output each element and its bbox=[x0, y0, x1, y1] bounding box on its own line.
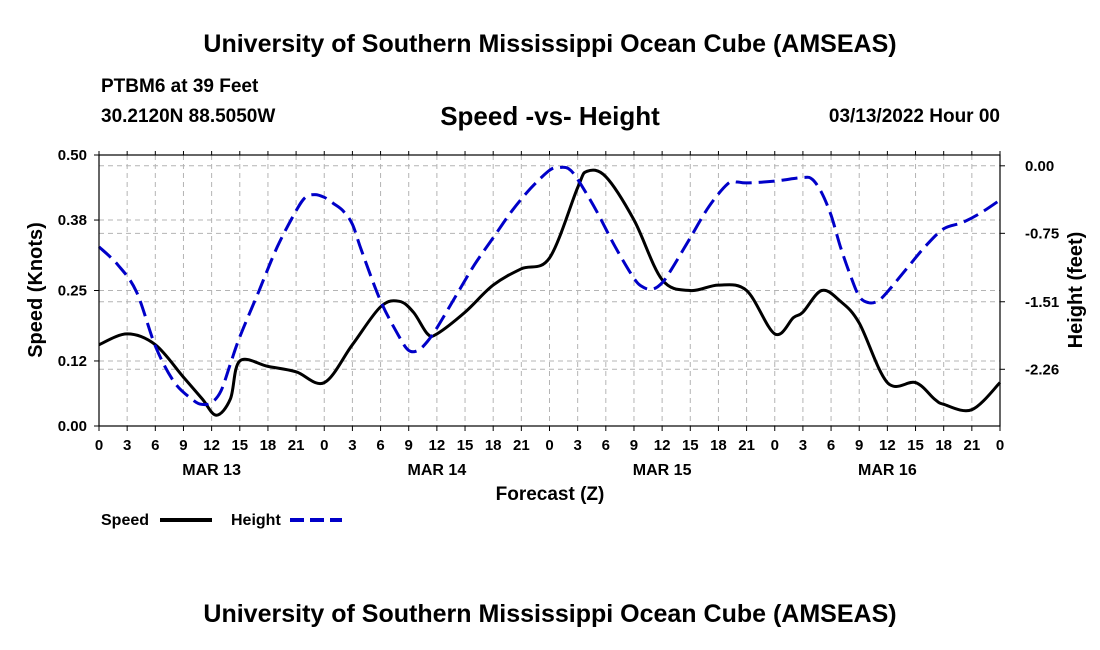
x-tick-label: 18 bbox=[260, 437, 277, 454]
x-tick-label: 6 bbox=[602, 437, 610, 454]
series-lines bbox=[97, 165, 1002, 417]
axes: 0 3 6 9 12 15 18 21 0 3 6 9 12 15 18 21 0 3 6 9 12 15 18 21 0 3 6 9… bbox=[58, 147, 1059, 479]
x-tick-label: 6 bbox=[827, 437, 835, 454]
chart-title: Speed -vs- Height bbox=[440, 101, 660, 131]
y-right-tick-label: -2.26 bbox=[1025, 361, 1059, 378]
y-left-tick-label: 0.50 bbox=[58, 147, 87, 164]
footer-title: University of Southern Mississippi Ocean… bbox=[203, 600, 897, 628]
x-tick-label: 3 bbox=[799, 437, 807, 454]
y-left-tick-label: 0.25 bbox=[58, 283, 87, 300]
main-title: University of Southern Mississippi Ocean… bbox=[203, 30, 897, 58]
x-tick-label: 15 bbox=[231, 437, 248, 454]
y-left-tick-label: 0.38 bbox=[58, 212, 87, 229]
x-tick-label: 18 bbox=[485, 437, 502, 454]
x-tick-label: 12 bbox=[879, 437, 896, 454]
x-date-label: MAR 13 bbox=[182, 462, 241, 479]
x-tick-label: 0 bbox=[95, 437, 103, 454]
x-axis-label: Forecast (Z) bbox=[496, 484, 605, 505]
x-date-label: MAR 14 bbox=[408, 462, 467, 479]
x-tick-label: 21 bbox=[288, 437, 305, 454]
x-tick-label: 21 bbox=[964, 437, 981, 454]
coordinates-label: 30.2120N 88.5050W bbox=[101, 106, 276, 127]
y-left-tick-label: 0.00 bbox=[58, 418, 87, 435]
x-tick-label: 9 bbox=[179, 437, 187, 454]
series-height-line bbox=[97, 165, 1001, 407]
x-tick-label: 0 bbox=[771, 437, 779, 454]
x-tick-label: 12 bbox=[654, 437, 671, 454]
y-right-tick-label: -0.75 bbox=[1025, 225, 1059, 242]
y-right-tick-label: 0.00 bbox=[1025, 158, 1054, 175]
x-tick-label: 3 bbox=[348, 437, 356, 454]
station-label: PTBM6 at 39 Feet bbox=[101, 76, 259, 97]
x-tick-label: 15 bbox=[457, 437, 474, 454]
x-tick-label: 6 bbox=[376, 437, 384, 454]
x-tick-label: 21 bbox=[738, 437, 755, 454]
y-axis-left-label: Speed (Knots) bbox=[25, 222, 47, 358]
x-tick-label: 9 bbox=[855, 437, 863, 454]
speed-height-chart: 0 3 6 9 12 15 18 21 0 3 6 9 12 15 18 21 0 3 6 9 12 15 18 21 0 3 6 9… bbox=[25, 147, 1087, 529]
legend-speed-label: Speed bbox=[101, 512, 149, 529]
x-tick-label: 15 bbox=[907, 437, 924, 454]
x-tick-label: 0 bbox=[996, 437, 1004, 454]
x-tick-label: 21 bbox=[513, 437, 530, 454]
x-tick-label: 12 bbox=[203, 437, 220, 454]
x-tick-label: 15 bbox=[682, 437, 699, 454]
forecast-datetime: 03/13/2022 Hour 00 bbox=[828, 106, 1000, 127]
x-tick-label: 9 bbox=[405, 437, 413, 454]
legend-height-label: Height bbox=[231, 512, 281, 529]
x-tick-label: 18 bbox=[935, 437, 952, 454]
x-tick-label: 9 bbox=[630, 437, 638, 454]
legend: Speed Height bbox=[101, 512, 342, 529]
x-date-label: MAR 16 bbox=[858, 462, 917, 479]
x-tick-label: 0 bbox=[320, 437, 328, 454]
x-tick-label: 3 bbox=[573, 437, 581, 454]
series-speed-line bbox=[98, 168, 1002, 417]
x-date-label: MAR 15 bbox=[633, 462, 692, 479]
x-tick-label: 3 bbox=[123, 437, 131, 454]
y-axis-right-label: Height (feet) bbox=[1065, 232, 1087, 349]
x-tick-label: 18 bbox=[710, 437, 727, 454]
x-tick-label: 12 bbox=[429, 437, 446, 454]
x-tick-label: 0 bbox=[545, 437, 553, 454]
y-left-tick-label: 0.12 bbox=[58, 353, 87, 370]
y-right-tick-label: -1.51 bbox=[1025, 294, 1059, 311]
x-tick-label: 6 bbox=[151, 437, 159, 454]
